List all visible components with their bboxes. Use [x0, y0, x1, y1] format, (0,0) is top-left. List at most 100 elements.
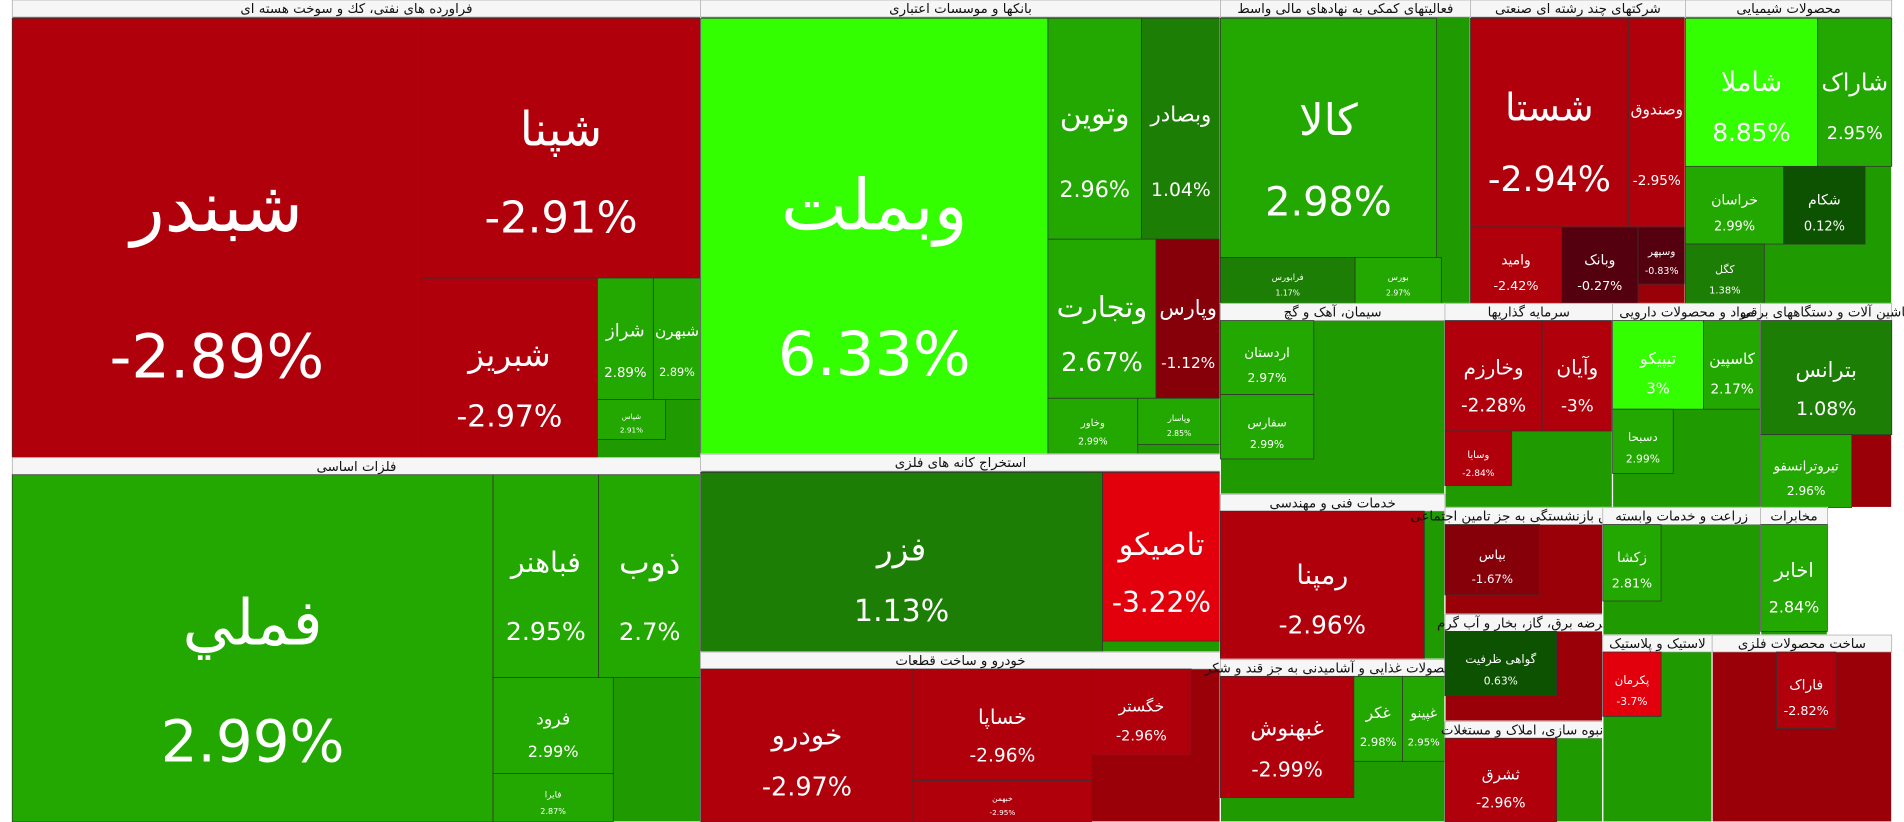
- tile-label: وبملت: [781, 165, 968, 248]
- tile: [1470, 226, 1562, 304]
- tile: [1612, 408, 1674, 474]
- tile-label: غپینو: [1409, 706, 1437, 722]
- tile-value: -2.97%: [456, 400, 562, 435]
- tile: [1637, 226, 1686, 285]
- sector-title: خودرو و ساخت قطعات: [895, 654, 1025, 669]
- tile: [1561, 226, 1639, 304]
- tile-value: 3%: [1646, 381, 1669, 398]
- tile-label: دسبحا: [1628, 430, 1658, 444]
- sector-title: صندوق بازنشستگی به جز تامین اجتماعی: [1410, 509, 1637, 525]
- tile-label: کالا: [1299, 96, 1358, 146]
- tile-value: 2.99%: [528, 742, 579, 761]
- tile-value: 2.99%: [1250, 438, 1284, 451]
- tile: [1141, 17, 1221, 240]
- tile-label: فایرا: [545, 790, 562, 800]
- tile-label: شبهرن: [655, 322, 699, 340]
- tile-label: وسپهر: [1647, 246, 1675, 258]
- tile-value: 2.85%: [1167, 429, 1191, 438]
- tile-label: شستا: [1505, 86, 1594, 130]
- tile-value: 2.96%: [1059, 177, 1130, 203]
- tile-value: 1.38%: [1709, 285, 1740, 296]
- tile-label: خگستر: [1118, 696, 1165, 716]
- tile: [1219, 394, 1315, 460]
- tile: [1444, 320, 1543, 432]
- tile: [1354, 257, 1442, 304]
- sector-title: فلزات اساسی: [316, 460, 396, 475]
- tile-label: خراسان: [1711, 193, 1758, 209]
- tile-value: -2.89%: [109, 323, 324, 393]
- tile: [1444, 631, 1558, 697]
- tile-label: غبهنوش: [1250, 717, 1323, 742]
- tile: [1685, 165, 1785, 245]
- tile-value: -3.22%: [1112, 586, 1211, 619]
- tile-label: تیپیکو: [1639, 349, 1676, 369]
- tile: [1776, 651, 1837, 729]
- tile-label: وامید: [1501, 253, 1531, 269]
- tile: [1612, 320, 1704, 410]
- tile: [1602, 651, 1662, 717]
- tile-value: -2.97%: [762, 772, 852, 802]
- tile-value: 0.12%: [1804, 219, 1845, 234]
- tile-value: 2.7%: [619, 617, 681, 646]
- tile-value: -2.95%: [1633, 173, 1681, 189]
- tile-label: تیروترانسفو: [1773, 460, 1839, 475]
- tile: [1783, 165, 1866, 245]
- sector-title: لاستیک و پلاستیک: [1609, 637, 1706, 652]
- tile-label: زکشا: [1617, 550, 1647, 566]
- tile: [597, 277, 654, 400]
- tile: [1047, 17, 1142, 240]
- tile: [492, 474, 600, 678]
- tile-value: 2.97%: [1386, 288, 1410, 297]
- tile: [1091, 668, 1192, 756]
- tile-label: اردستان: [1244, 346, 1290, 361]
- tile-label: رمپنا: [1296, 560, 1348, 591]
- tile: [598, 474, 702, 678]
- tile: [1444, 737, 1558, 822]
- tile: [1470, 17, 1629, 228]
- tile-label: وسایا: [1467, 450, 1489, 461]
- tile-label: وخاور: [1080, 418, 1105, 429]
- tile-value: -3.7%: [1616, 695, 1647, 708]
- tile-label: وتوين: [1060, 97, 1130, 132]
- tile-value: -2.96%: [969, 746, 1035, 767]
- tile: [1102, 471, 1221, 642]
- tile-label: بپاس: [1479, 548, 1506, 563]
- tile-value: 2.67%: [1061, 348, 1143, 378]
- tile-value: 2.98%: [1265, 179, 1392, 225]
- sector-title: سرمایه گذاریها: [1488, 305, 1570, 321]
- tile-value: -2.99%: [1251, 758, 1323, 782]
- tile: [1402, 675, 1446, 762]
- tile: [652, 277, 702, 400]
- sector-title: مخابرات: [1770, 510, 1817, 525]
- tile-value: 2.91%: [620, 426, 643, 435]
- tile: [1760, 320, 1893, 436]
- tile: [1602, 524, 1662, 602]
- tile-value: 2.98%: [1360, 735, 1397, 749]
- tile-label: بورس: [1388, 272, 1409, 282]
- tile-value: -2.94%: [1488, 160, 1611, 200]
- tile: [1817, 17, 1893, 167]
- tile-label: وپاسار: [1167, 413, 1191, 423]
- tile-label: فزر: [875, 530, 926, 568]
- tile-label: شاملا: [1721, 67, 1782, 98]
- tile-label: کاسپین: [1709, 350, 1755, 369]
- tile-label: وصندوق: [1631, 101, 1683, 119]
- tile: [700, 471, 1103, 653]
- sector-title: خدمات فنی و مهندسی: [1269, 496, 1395, 511]
- tile: [1353, 675, 1403, 762]
- sector-title: فراورده های نفتی، كك و سوخت هسته ای: [240, 2, 472, 17]
- sector-title: شرکتهای چند رشته ای صنعتی: [1495, 2, 1661, 17]
- tile-value: 2.89%: [659, 366, 695, 379]
- tile-value: -0.83%: [1645, 266, 1679, 277]
- tile: [1444, 430, 1513, 487]
- tile-value: 2.17%: [1711, 382, 1754, 398]
- tile-value: -0.27%: [1577, 279, 1622, 294]
- tile-label: گواهی ظرفیت: [1465, 652, 1536, 667]
- tile-label: وبصادر: [1150, 102, 1212, 127]
- tile-value: 2.99%: [1714, 219, 1755, 234]
- tile: [597, 399, 666, 440]
- sector-title: ماشین آلات و دستگاههای برقی: [1740, 304, 1904, 321]
- tile-value: -2.91%: [484, 193, 637, 243]
- tile-value: -2.28%: [1461, 396, 1526, 417]
